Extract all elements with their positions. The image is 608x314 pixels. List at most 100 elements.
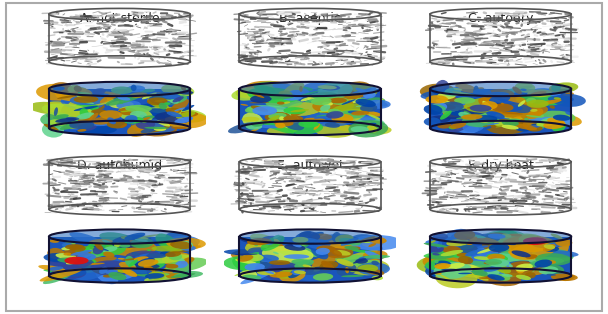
Ellipse shape [76, 126, 117, 135]
Ellipse shape [337, 125, 367, 132]
Ellipse shape [145, 273, 164, 279]
Ellipse shape [74, 106, 98, 111]
Ellipse shape [342, 99, 356, 105]
Ellipse shape [76, 112, 94, 120]
Ellipse shape [61, 94, 104, 110]
Ellipse shape [139, 115, 146, 119]
Ellipse shape [273, 236, 282, 240]
Ellipse shape [174, 116, 189, 123]
Ellipse shape [270, 94, 295, 99]
Ellipse shape [513, 124, 537, 130]
Ellipse shape [122, 258, 142, 261]
Ellipse shape [552, 240, 569, 258]
Ellipse shape [313, 98, 354, 113]
Ellipse shape [306, 237, 320, 244]
Ellipse shape [350, 235, 402, 251]
Ellipse shape [273, 252, 278, 254]
Ellipse shape [67, 91, 85, 98]
Ellipse shape [508, 110, 544, 123]
Ellipse shape [92, 246, 104, 254]
Ellipse shape [500, 253, 524, 261]
Text: A. not sterile: A. not sterile [80, 12, 159, 25]
Ellipse shape [446, 249, 478, 264]
Ellipse shape [274, 235, 280, 239]
Ellipse shape [320, 105, 330, 111]
Ellipse shape [174, 273, 186, 277]
Ellipse shape [483, 125, 505, 127]
Ellipse shape [69, 232, 100, 244]
Ellipse shape [171, 273, 195, 278]
Ellipse shape [562, 275, 575, 281]
Ellipse shape [63, 252, 71, 256]
Ellipse shape [449, 110, 466, 116]
Ellipse shape [525, 97, 544, 103]
Ellipse shape [134, 256, 148, 261]
Ellipse shape [70, 94, 107, 105]
Ellipse shape [352, 89, 371, 93]
Ellipse shape [242, 113, 263, 128]
Ellipse shape [75, 255, 98, 268]
Ellipse shape [441, 96, 462, 105]
Ellipse shape [502, 119, 519, 126]
Ellipse shape [454, 88, 462, 90]
Ellipse shape [430, 87, 439, 95]
Ellipse shape [179, 91, 193, 95]
Ellipse shape [78, 265, 85, 267]
Ellipse shape [74, 96, 98, 103]
Ellipse shape [528, 119, 561, 128]
Ellipse shape [458, 264, 488, 276]
Ellipse shape [335, 255, 379, 267]
Ellipse shape [488, 258, 509, 267]
Ellipse shape [165, 112, 209, 128]
Ellipse shape [473, 89, 491, 96]
Ellipse shape [266, 115, 280, 123]
Ellipse shape [127, 123, 150, 137]
Ellipse shape [331, 114, 353, 123]
Ellipse shape [77, 253, 96, 260]
Ellipse shape [488, 101, 502, 106]
Ellipse shape [165, 245, 201, 255]
Ellipse shape [258, 120, 264, 126]
Ellipse shape [424, 261, 469, 273]
Ellipse shape [356, 96, 388, 107]
Ellipse shape [71, 250, 92, 256]
Ellipse shape [329, 98, 347, 103]
Ellipse shape [243, 252, 259, 259]
Ellipse shape [458, 112, 471, 118]
Ellipse shape [99, 267, 108, 274]
Ellipse shape [118, 106, 153, 123]
Ellipse shape [261, 251, 313, 258]
Ellipse shape [118, 258, 125, 260]
Ellipse shape [551, 122, 566, 132]
Ellipse shape [332, 103, 373, 116]
Text: E. autowet: E. autowet [277, 159, 344, 172]
Ellipse shape [263, 241, 274, 245]
Ellipse shape [556, 115, 582, 126]
Ellipse shape [351, 234, 375, 243]
Ellipse shape [125, 115, 137, 123]
Ellipse shape [153, 93, 182, 104]
Ellipse shape [99, 232, 134, 244]
Ellipse shape [76, 92, 92, 98]
Ellipse shape [250, 92, 264, 98]
Ellipse shape [496, 252, 531, 263]
Ellipse shape [474, 275, 489, 281]
Ellipse shape [432, 253, 440, 256]
Ellipse shape [515, 263, 533, 272]
Ellipse shape [450, 252, 472, 259]
Ellipse shape [367, 97, 385, 104]
Ellipse shape [455, 122, 479, 133]
Ellipse shape [266, 99, 302, 107]
Ellipse shape [365, 251, 383, 259]
Ellipse shape [159, 103, 167, 110]
Ellipse shape [457, 253, 469, 257]
Ellipse shape [250, 106, 268, 112]
Ellipse shape [268, 113, 286, 119]
Ellipse shape [68, 255, 95, 268]
Ellipse shape [142, 92, 157, 99]
Ellipse shape [128, 264, 148, 270]
Ellipse shape [51, 82, 72, 93]
Ellipse shape [437, 123, 452, 129]
Ellipse shape [251, 259, 278, 269]
Ellipse shape [359, 256, 376, 260]
